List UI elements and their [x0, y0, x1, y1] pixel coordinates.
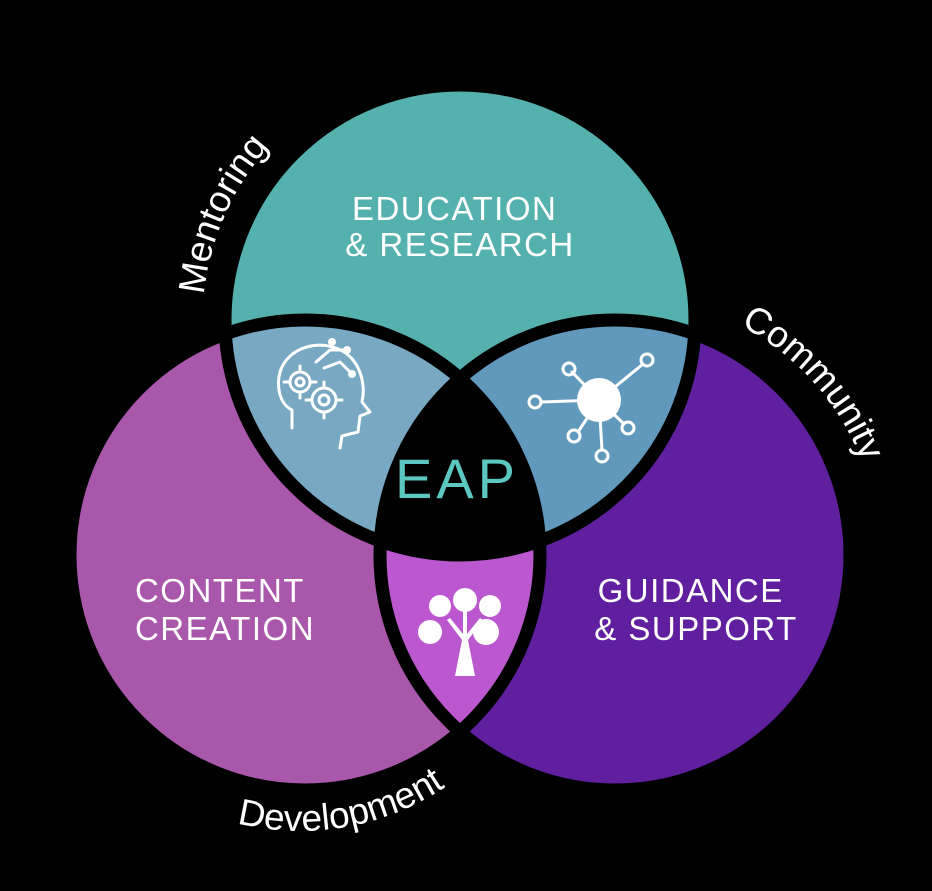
circle-left-outline — [63, 313, 547, 797]
left-circle-label-line1: CONTENT — [135, 572, 304, 609]
center-label: EAP — [395, 447, 519, 510]
left-circle-label: CONTENT CREATION — [135, 572, 315, 647]
circle-top-outline — [218, 78, 702, 562]
top-circle-label: EDUCATION & RESEARCH — [345, 190, 575, 263]
right-circle-label: GUIDANCE & SUPPORT — [594, 572, 798, 647]
top-circle-label-line1: EDUCATION — [352, 190, 557, 227]
left-circle-label-line2: CREATION — [135, 610, 315, 647]
tree-icon — [418, 588, 501, 676]
right-circle-label-line2: & SUPPORT — [594, 610, 798, 647]
circle-right-outline — [373, 313, 857, 797]
top-circle-label-line2: & RESEARCH — [345, 226, 575, 263]
right-circle-label-line1: GUIDANCE — [598, 572, 784, 609]
network-hub-icon — [527, 352, 655, 464]
overlap-center — [380, 320, 540, 555]
gears-head-icon — [277, 338, 372, 450]
